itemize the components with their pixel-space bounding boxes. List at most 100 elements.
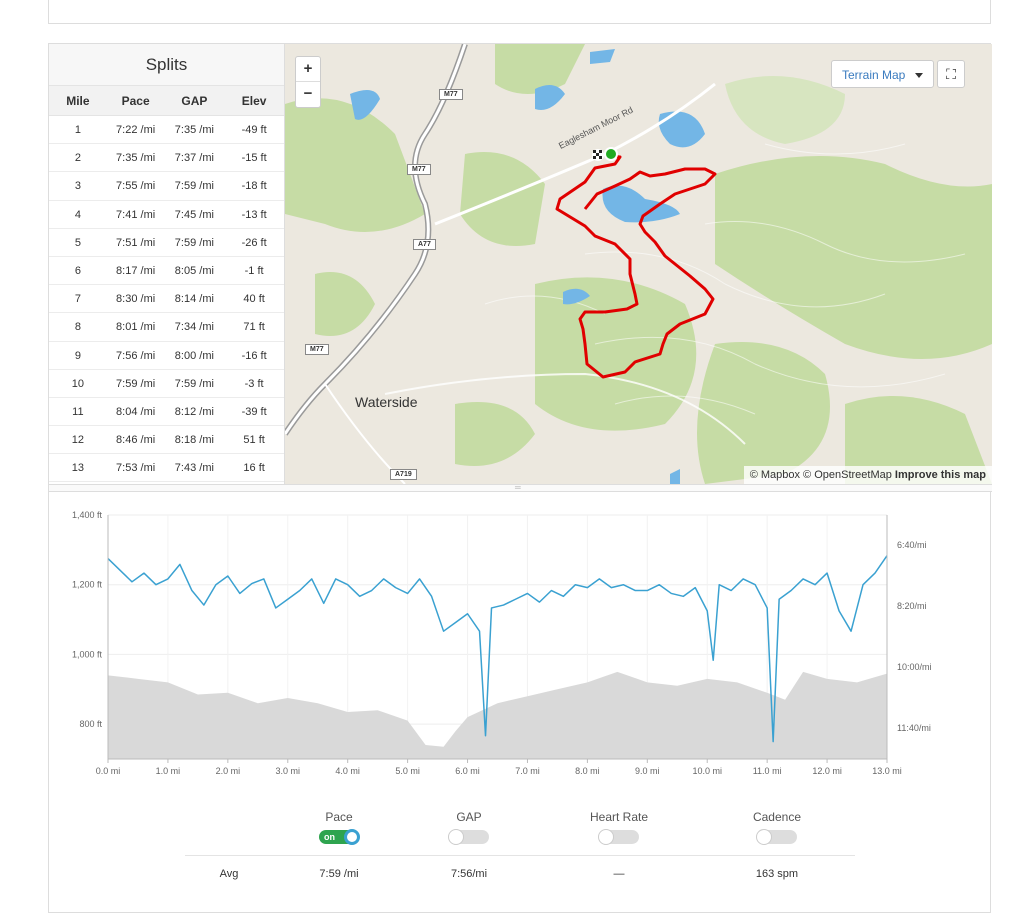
split-elev: 40 ft (243, 293, 265, 306)
split-pace: 7:41 /mi (116, 208, 156, 221)
split-row: 13 7:53 /mi 7:43 /mi 16 ft (49, 454, 284, 483)
route-map[interactable]: + − Terrain Map ⛶ Eaglesham Moor Rd M77 … (285, 44, 992, 484)
split-elev: 51 ft (243, 434, 265, 447)
resize-handle[interactable]: ═ (49, 484, 992, 492)
road-shield-a719: A719 (390, 469, 417, 480)
split-mile: 2 (74, 152, 81, 165)
road-shield-m77-low: M77 (305, 344, 329, 355)
elevation-area (108, 671, 887, 759)
split-elev: -13 ft (241, 208, 267, 221)
split-row: 12 8:46 /mi 8:18 /mi 51 ft (49, 426, 284, 455)
x-tick-label: 12.0 mi (812, 766, 842, 776)
split-pace: 7:35 /mi (116, 152, 156, 165)
split-row: 4 7:41 /mi 7:45 /mi -13 ft (49, 201, 284, 229)
metric-label: Cadence (752, 810, 802, 824)
x-tick-label: 5.0 mi (395, 766, 420, 776)
split-mile: 13 (71, 462, 84, 475)
split-pace: 7:22 /mi (116, 124, 156, 136)
improve-map-link[interactable]: Improve this map (894, 469, 986, 481)
split-pace: 8:04 /mi (116, 405, 156, 418)
y-tick-label-right: 6:40/mi (897, 540, 927, 550)
header-pace: Pace (121, 94, 150, 108)
split-gap: 7:35 /mi (174, 124, 214, 136)
metric-gap: GAP (409, 810, 529, 847)
split-mile: 6 (74, 264, 81, 277)
split-pace: 7:51 /mi (116, 236, 156, 249)
split-mile: 1 (74, 124, 81, 136)
toggle-knob (756, 829, 772, 845)
x-tick-label: 10.0 mi (692, 766, 722, 776)
x-tick-label: 11.0 mi (753, 766, 782, 776)
route-line (555, 154, 717, 379)
place-label-waterside: Waterside (355, 394, 418, 410)
metric-cadence: Cadence (717, 810, 837, 847)
toggle-on-text: on (324, 832, 335, 842)
metric-label: Heart Rate (589, 810, 649, 824)
metric-label: Pace (325, 810, 353, 824)
split-gap: 8:14 /mi (174, 293, 214, 306)
splits-body: 1 7:22 /mi 7:35 /mi -49 ft 2 7:35 /mi 7:37 /mi… (49, 116, 284, 483)
elevation-pace-chart[interactable]: 1,400 ft 1,200 ft 1,000 ft 800 ft 6:40/mi 8:2… (49, 500, 992, 820)
metric-pace: Pace on (279, 810, 399, 847)
split-row: 8 8:01 /mi 7:34 /mi 71 ft (49, 313, 284, 342)
avg-value: 7:56/mi (450, 868, 488, 880)
split-gap: 7:45 /mi (174, 208, 214, 221)
split-pace: 7:56 /mi (116, 349, 156, 362)
split-pace: 7:55 /mi (116, 180, 156, 193)
avg-value: 163 spm (755, 868, 799, 880)
split-mile: 9 (74, 349, 81, 362)
split-row: 6 8:17 /mi 8:05 /mi -1 ft (49, 257, 284, 286)
metric-heart-rate: Heart Rate (559, 810, 679, 847)
split-elev: 71 ft (243, 321, 265, 334)
zoom-control: + − (295, 56, 321, 108)
split-mile: 5 (74, 236, 81, 249)
expand-icon: ⛶ (946, 66, 956, 82)
split-elev: 16 ft (243, 462, 265, 475)
toggle-knob (598, 829, 614, 845)
metric-label: GAP (456, 810, 482, 824)
map-style-dropdown[interactable]: Terrain Map (831, 60, 934, 88)
split-row: 9 7:56 /mi 8:00 /mi -16 ft (49, 342, 284, 370)
split-row: 1 7:22 /mi 7:35 /mi -49 ft (49, 116, 284, 145)
y-tick-label-left: 800 ft (79, 719, 102, 729)
attribution-text[interactable]: © Mapbox © OpenStreetMap (749, 469, 892, 481)
split-mile: 12 (71, 434, 84, 447)
x-tick-label: 4.0 mi (335, 766, 360, 776)
split-row: 10 7:59 /mi 7:59 /mi -3 ft (49, 370, 284, 398)
previous-card (48, 0, 991, 24)
split-gap: 7:37 /mi (174, 152, 214, 165)
metric-toggle[interactable] (756, 829, 797, 845)
split-elev: -1 ft (244, 264, 264, 277)
split-pace: 8:17 /mi (116, 264, 156, 277)
split-pace: 8:30 /mi (116, 293, 156, 306)
grip-icon: ═ (515, 483, 521, 492)
split-row: 11 8:04 /mi 8:12 /mi -39 ft (49, 398, 284, 427)
x-tick-label: 2.0 mi (216, 766, 241, 776)
zoom-out-button[interactable]: − (303, 85, 313, 102)
road-shield-m77-top: M77 (439, 89, 463, 100)
split-elev: -39 ft (241, 405, 267, 418)
map-attribution: © Mapbox © OpenStreetMap Improve this ma… (743, 466, 992, 484)
toggle-knob (344, 829, 360, 845)
fullscreen-button[interactable]: ⛶ (937, 60, 965, 88)
y-tick-label-right: 10:00/mi (897, 662, 932, 672)
metric-toggle[interactable] (598, 829, 639, 845)
x-tick-label: 8.0 mi (575, 766, 600, 776)
x-tick-label: 13.0 mi (872, 766, 902, 776)
chart-canvas: 1,400 ft 1,200 ft 1,000 ft 800 ft 6:40/mi 8:2… (72, 510, 932, 776)
split-gap: 7:59 /mi (174, 236, 214, 249)
splits-header-row: Mile Pace GAP Elev (49, 86, 284, 116)
y-tick-label-right: 8:20/mi (897, 601, 927, 611)
metric-toggle[interactable]: on (319, 829, 360, 845)
y-tick-label-left: 1,000 ft (72, 649, 103, 659)
split-elev: -18 ft (241, 180, 267, 193)
split-mile: 8 (74, 321, 81, 334)
metric-toggle[interactable] (448, 829, 489, 845)
split-gap: 7:34 /mi (174, 321, 214, 334)
road-shield-m77-mid: M77 (407, 164, 431, 175)
split-row: 3 7:55 /mi 7:59 /mi -18 ft (49, 172, 284, 201)
avg-value: 7:59 /mi (319, 868, 359, 880)
zoom-in-button[interactable]: + (296, 57, 320, 82)
split-row: 7 8:30 /mi 8:14 /mi 40 ft (49, 285, 284, 314)
map-style-label: Terrain Map (842, 68, 906, 82)
